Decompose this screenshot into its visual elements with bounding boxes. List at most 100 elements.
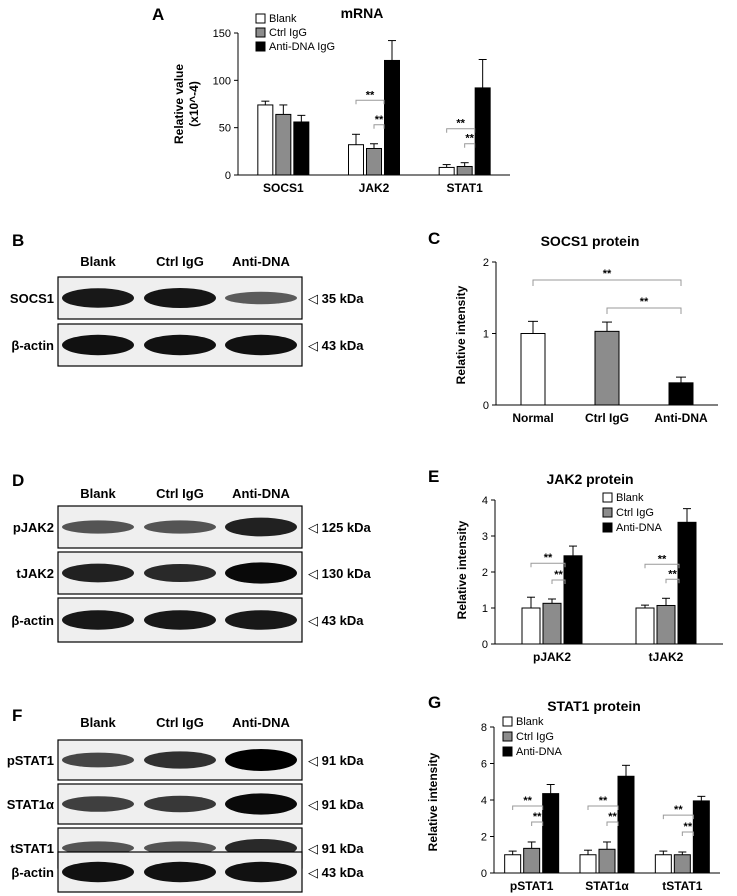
legend-entry: Anti-DNA IgG <box>269 41 335 53</box>
panel-d-blot: D Blank Ctrl IgG Anti-DNA pJAK2 ◁ 125 kDa tJAK… <box>11 471 372 643</box>
significance-bracket <box>355 99 385 105</box>
blot-band <box>225 562 297 584</box>
y-tick-label: 4 <box>482 495 488 507</box>
significance-label: ** <box>456 118 465 130</box>
blot-band <box>144 610 216 630</box>
legend-swatch <box>255 41 266 52</box>
lane-label: Blank <box>80 715 116 730</box>
y-tick-label: 3 <box>482 531 488 543</box>
kda-label: ◁ 91 kDa <box>308 797 364 812</box>
blot-band <box>144 564 216 582</box>
y-tick-label: 4 <box>481 795 487 807</box>
panel-label: G <box>428 693 441 712</box>
lane-label: Ctrl IgG <box>156 486 204 501</box>
panel-g-chart: G STAT1 protein Relative intensity 0 2 4 6 8 pST… <box>426 693 720 893</box>
legend-swatch <box>502 746 513 757</box>
blot-band <box>225 861 297 883</box>
lane-label: Ctrl IgG <box>156 715 204 730</box>
significance-label: ** <box>523 795 532 807</box>
panel-label: A <box>152 5 164 24</box>
panel-c-chart: C SOCS1 protein Relative intensity 0 1 2 Norma… <box>428 229 718 425</box>
y-tick-label: 8 <box>481 722 487 734</box>
y-tick-label: 1 <box>483 329 489 341</box>
legend-swatch <box>602 522 613 533</box>
significance-label: ** <box>554 569 563 581</box>
blot-band <box>62 563 134 583</box>
blot-band <box>144 334 216 356</box>
blot-band <box>144 861 216 883</box>
bar <box>668 382 694 406</box>
blot-band <box>225 291 297 305</box>
bar <box>474 87 491 176</box>
bar <box>677 521 697 645</box>
y-axis-label: Relative intensity <box>454 285 468 384</box>
legend-swatch <box>502 731 513 742</box>
y-tick-label: 2 <box>482 567 488 579</box>
y-tick-label: 0 <box>483 400 489 412</box>
x-tick-label: Ctrl IgG <box>585 411 629 425</box>
legend-swatch <box>255 27 266 38</box>
bar <box>520 333 546 406</box>
protein-label: pSTAT1 <box>7 753 54 768</box>
legend-entry: Ctrl IgG <box>516 731 554 743</box>
significance-label: ** <box>375 114 384 126</box>
blot-band <box>225 610 297 630</box>
chart-title: mRNA <box>341 5 384 21</box>
chart-title: JAK2 protein <box>546 471 633 487</box>
y-tick-label: 0 <box>481 868 487 880</box>
y-tick-label: 2 <box>483 257 489 269</box>
significance-label: ** <box>684 821 693 833</box>
panel-label: F <box>12 706 22 725</box>
blot-band <box>62 861 134 883</box>
protein-label: pJAK2 <box>13 520 54 535</box>
bar <box>384 59 400 176</box>
y-axis-label: Relative intensity <box>426 752 440 851</box>
kda-label: ◁ 35 kDa <box>308 291 364 306</box>
lane-label: Ctrl IgG <box>156 254 204 269</box>
bar <box>293 121 310 176</box>
y-axis-label: Relative intensity <box>455 520 469 619</box>
significance-bracket <box>662 814 694 820</box>
legend-swatch <box>602 507 613 518</box>
x-tick-label: pSTAT1 <box>510 879 554 893</box>
y-axis-label: Relative value(x10^-4) <box>172 64 201 144</box>
significance-bracket <box>587 805 619 810</box>
panel-label: C <box>428 229 440 248</box>
y-tick-label: 50 <box>219 123 231 135</box>
blot-band <box>62 288 134 308</box>
y-tick-label: 0 <box>225 170 231 182</box>
bar <box>617 775 635 874</box>
significance-bracket <box>446 128 476 133</box>
bar <box>257 104 274 176</box>
lane-label: Anti-DNA <box>232 715 290 730</box>
legend: Blank Ctrl IgG Anti-DNA IgG <box>255 13 335 53</box>
panel-f-blot: F Blank Ctrl IgG Anti-DNA pSTAT1 ◁ 91 kDa STAT… <box>7 706 364 893</box>
significance-bracket <box>464 143 476 148</box>
legend-swatch <box>602 492 613 503</box>
y-tick-label: 150 <box>213 28 231 40</box>
significance-label: ** <box>608 811 617 823</box>
kda-label: ◁ 43 kDa <box>308 865 364 880</box>
legend-entry: Ctrl IgG <box>616 507 654 519</box>
significance-label: ** <box>544 552 553 564</box>
significance-label: ** <box>640 296 649 308</box>
significance-bracket <box>681 831 694 837</box>
blot-band <box>144 795 216 813</box>
protein-label: β-actin <box>11 338 54 353</box>
significance-label: ** <box>674 804 683 816</box>
panel-e-chart: E JAK2 protein Relative intensity 0 1 2 3 4 pJAK… <box>428 467 723 664</box>
blot-band <box>62 334 134 356</box>
legend-entry: Blank <box>616 492 644 504</box>
legend-swatch <box>255 13 266 24</box>
bar <box>563 555 583 645</box>
x-tick-label: Anti-DNA <box>654 411 708 425</box>
kda-label: ◁ 91 kDa <box>308 753 364 768</box>
legend-swatch <box>502 716 513 727</box>
lane-label: Anti-DNA <box>232 486 290 501</box>
significance-label: ** <box>366 89 375 101</box>
blot-band <box>62 610 134 630</box>
significance-bracket <box>606 821 619 826</box>
panel-label: E <box>428 467 439 486</box>
